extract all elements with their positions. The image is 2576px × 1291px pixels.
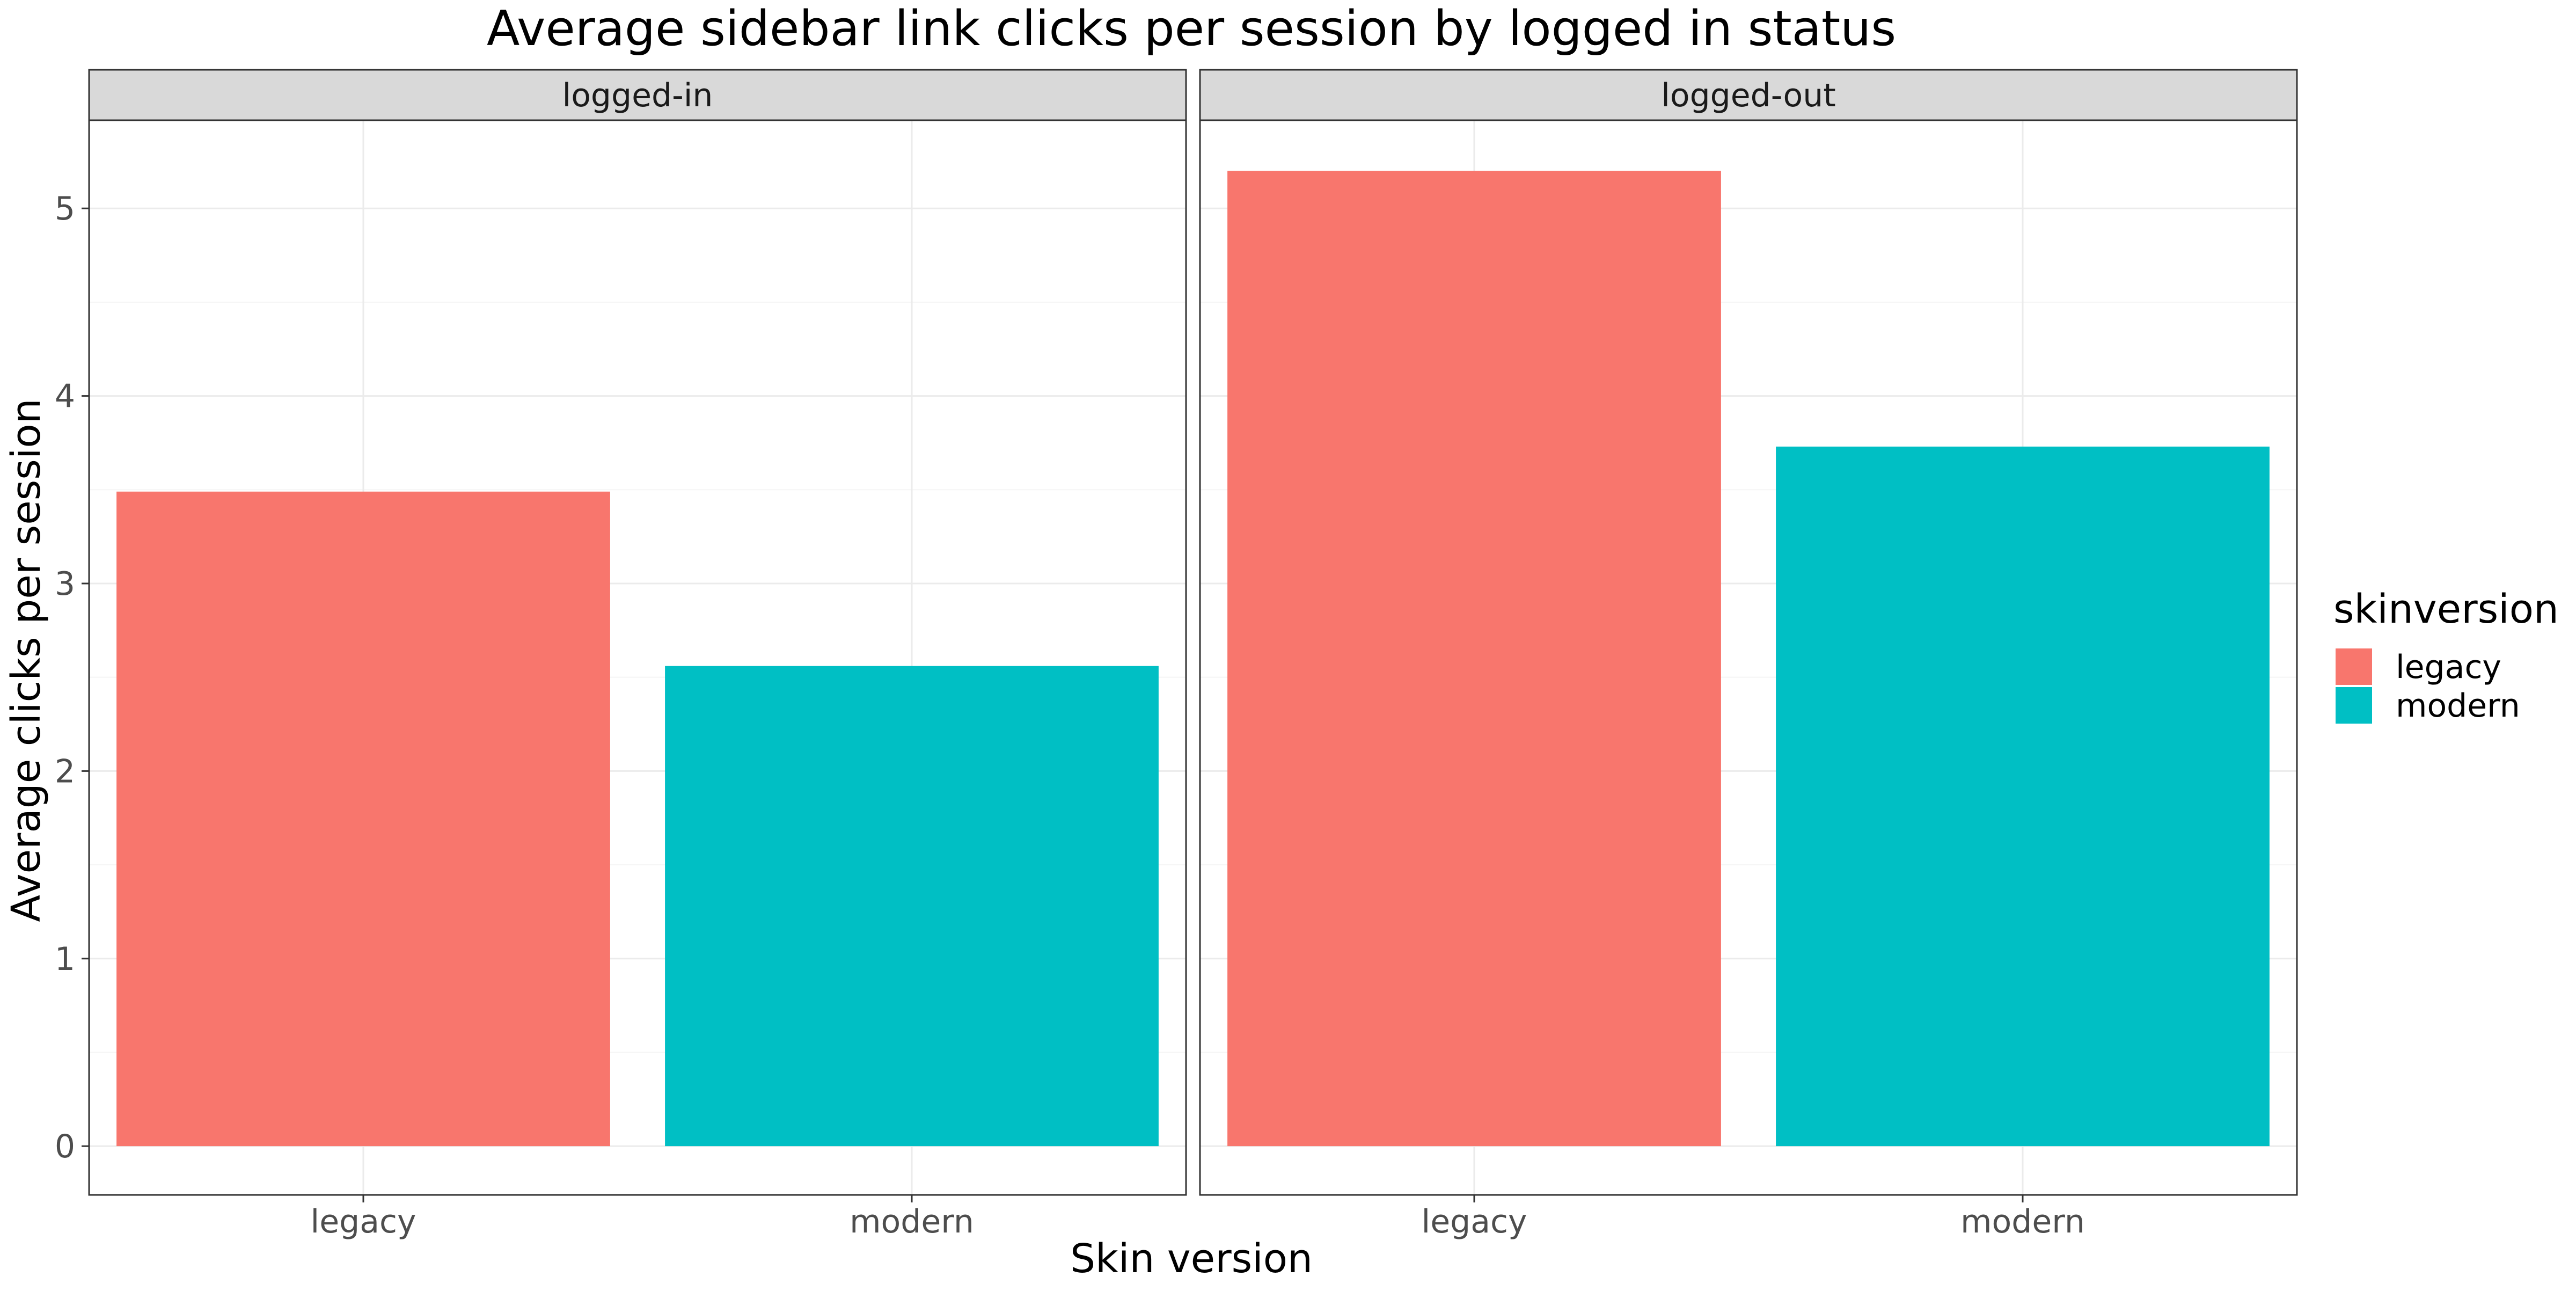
legend-key-modern bbox=[2336, 687, 2372, 724]
facet-strip-label: logged-out bbox=[1661, 77, 1836, 114]
facet-strip bbox=[1199, 69, 2298, 121]
facet-strip bbox=[88, 69, 1187, 121]
facet-panel-logged-in: logged-in legacy modern 0 1 2 3 4 5 bbox=[55, 69, 1187, 1241]
y-tick-label: 2 bbox=[55, 753, 75, 790]
facet-panels: logged-in legacy modern 0 1 2 3 4 5 logged-out leg… bbox=[55, 69, 2298, 1241]
legend-label-legacy: legacy bbox=[2396, 648, 2501, 686]
bar-logged-in-modern bbox=[665, 666, 1159, 1147]
y-tick-label: 1 bbox=[55, 940, 75, 978]
y-tick-label: 3 bbox=[55, 565, 75, 603]
x-tick-label: modern bbox=[850, 1203, 974, 1241]
facet-panel-logged-out: logged-out legacy modern bbox=[1199, 69, 2298, 1241]
x-tick-label: modern bbox=[1960, 1203, 2085, 1241]
bar-logged-out-legacy bbox=[1227, 171, 1721, 1147]
bar-logged-out-modern bbox=[1776, 446, 2270, 1147]
y-tick-label: 0 bbox=[55, 1128, 75, 1165]
legend-key-legacy bbox=[2336, 648, 2372, 685]
x-tick-label: legacy bbox=[311, 1203, 416, 1241]
y-tick-label: 5 bbox=[55, 190, 75, 228]
bar-logged-in-legacy bbox=[116, 491, 610, 1147]
facet-strip-label: logged-in bbox=[562, 77, 713, 114]
x-tick-label: legacy bbox=[1422, 1203, 1527, 1241]
y-tick-label: 4 bbox=[55, 378, 75, 415]
chart-title: Average sidebar link clicks per session … bbox=[487, 1, 1896, 57]
y-axis-title: Average clicks per session bbox=[3, 398, 49, 922]
legend-label-modern: modern bbox=[2396, 687, 2520, 725]
legend-title: skinversion bbox=[2333, 586, 2559, 632]
x-axis-title: Skin version bbox=[1070, 1236, 1313, 1282]
